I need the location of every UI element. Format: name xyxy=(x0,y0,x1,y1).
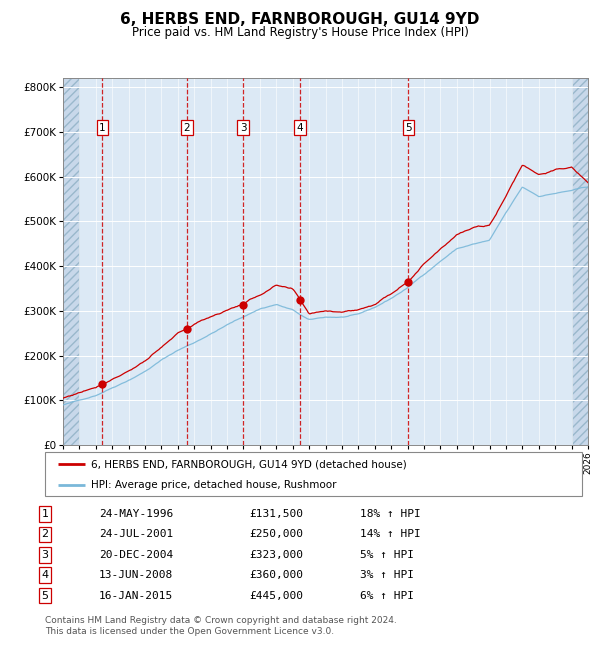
Text: 6, HERBS END, FARNBOROUGH, GU14 9YD (detached house): 6, HERBS END, FARNBOROUGH, GU14 9YD (det… xyxy=(91,459,406,469)
Text: 3: 3 xyxy=(41,550,49,560)
Text: 1: 1 xyxy=(41,509,49,519)
Text: 2: 2 xyxy=(184,123,190,133)
Bar xyxy=(572,78,588,445)
Text: £131,500: £131,500 xyxy=(249,509,303,519)
Text: 14% ↑ HPI: 14% ↑ HPI xyxy=(360,529,421,539)
Text: 3% ↑ HPI: 3% ↑ HPI xyxy=(360,570,414,580)
Text: 20-DEC-2004: 20-DEC-2004 xyxy=(99,550,173,560)
Text: 5: 5 xyxy=(405,123,412,133)
Text: 24-JUL-2001: 24-JUL-2001 xyxy=(99,529,173,539)
Text: 16-JAN-2015: 16-JAN-2015 xyxy=(99,591,173,601)
FancyBboxPatch shape xyxy=(45,452,582,496)
Text: 13-JUN-2008: 13-JUN-2008 xyxy=(99,570,173,580)
Text: £323,000: £323,000 xyxy=(249,550,303,560)
Text: 6% ↑ HPI: 6% ↑ HPI xyxy=(360,591,414,601)
Text: HPI: Average price, detached house, Rushmoor: HPI: Average price, detached house, Rush… xyxy=(91,480,336,490)
Text: 5: 5 xyxy=(41,591,49,601)
Text: 18% ↑ HPI: 18% ↑ HPI xyxy=(360,509,421,519)
Text: £250,000: £250,000 xyxy=(249,529,303,539)
Text: 3: 3 xyxy=(239,123,246,133)
Text: Price paid vs. HM Land Registry's House Price Index (HPI): Price paid vs. HM Land Registry's House … xyxy=(131,26,469,39)
Text: £360,000: £360,000 xyxy=(249,570,303,580)
Text: 24-MAY-1996: 24-MAY-1996 xyxy=(99,509,173,519)
Text: £445,000: £445,000 xyxy=(249,591,303,601)
Text: 4: 4 xyxy=(41,570,49,580)
Text: Contains HM Land Registry data © Crown copyright and database right 2024.
This d: Contains HM Land Registry data © Crown c… xyxy=(45,616,397,636)
Text: 1: 1 xyxy=(99,123,106,133)
Bar xyxy=(63,78,79,445)
Text: 5% ↑ HPI: 5% ↑ HPI xyxy=(360,550,414,560)
Text: 4: 4 xyxy=(297,123,304,133)
Text: 6, HERBS END, FARNBOROUGH, GU14 9YD: 6, HERBS END, FARNBOROUGH, GU14 9YD xyxy=(121,12,479,27)
Text: 2: 2 xyxy=(41,529,49,539)
